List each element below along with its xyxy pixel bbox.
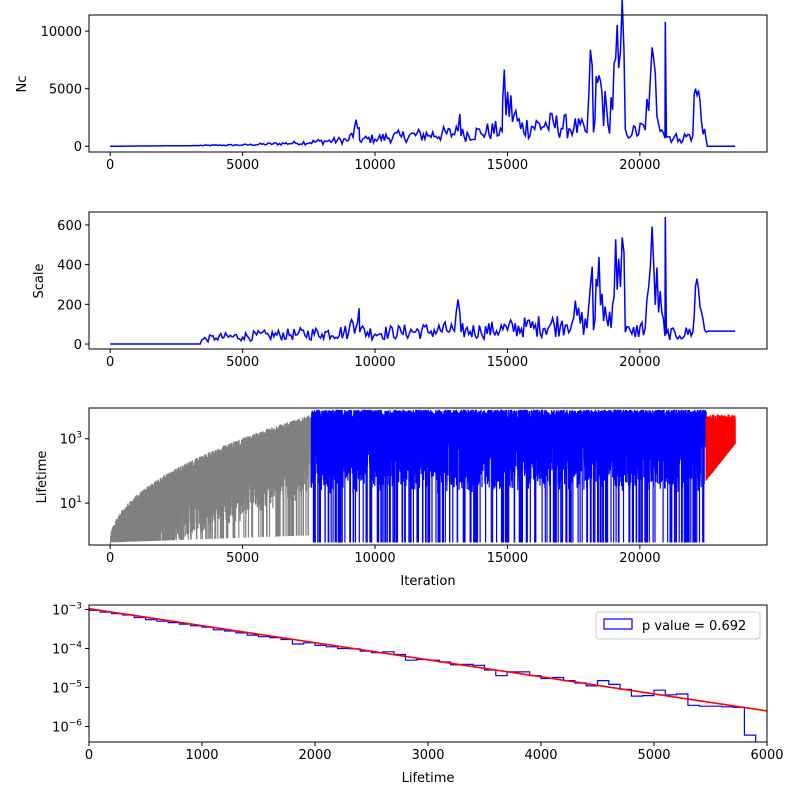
x-tick-label: 6000: [750, 748, 783, 763]
y-tick-label: 5000: [49, 83, 82, 98]
x-tick-label: 15000: [487, 158, 528, 173]
fit-line: [89, 607, 767, 712]
nc-axes-frame: [88, 14, 768, 153]
scale-x-ticks: 0 5000 10000 15000 20000: [106, 349, 661, 370]
x-tick-label: 0: [106, 158, 114, 173]
lifetime-axes-frame: [88, 407, 768, 546]
x-tick-label: 0: [85, 748, 93, 763]
x-tick-label: 5000: [637, 748, 670, 763]
x-tick-label: 4000: [524, 748, 557, 763]
y-tick-label: 200: [57, 298, 82, 313]
series-line: [110, 216, 736, 345]
x-tick-label: 10000: [354, 355, 395, 370]
x-tick-label: 15000: [487, 551, 528, 566]
y-tick-label: 600: [57, 219, 82, 234]
x-tick-label: 2000: [298, 748, 331, 763]
y-tick-label: 101: [60, 495, 82, 512]
lifetime-x-ticks: 0 5000 10000 15000 20000: [106, 545, 661, 566]
lifetime-y-ticks: 101 103: [60, 431, 89, 512]
y-tick-label: 10−3: [52, 601, 82, 618]
lifetime-trace: [310, 409, 707, 543]
panel-nc: 0 5000 10000 15000 20000 0 5000 10000 Nc: [15, 0, 768, 173]
scale-ylabel: Scale: [32, 264, 47, 299]
nc-ylabel: Nc: [15, 76, 30, 93]
histogram-y-ticks: 10−6 10−5 10−4 10−3: [52, 601, 89, 735]
panel-scale: 0 5000 10000 15000 20000 0 200 400 600 Scale: [32, 211, 768, 370]
x-tick-label: 0: [106, 551, 114, 566]
panel-lifetime: 0 5000 10000 15000 20000 101 103 Lifetime Ite…: [35, 407, 768, 589]
y-tick-label: 0: [74, 140, 82, 155]
y-tick-label: 0: [74, 338, 82, 353]
x-tick-label: 15000: [487, 355, 528, 370]
x-tick-label: 20000: [619, 355, 660, 370]
y-tick-label: 400: [57, 259, 82, 274]
histogram-marks: [89, 607, 767, 742]
x-tick-label: 5000: [226, 355, 259, 370]
histogram-xlabel: Lifetime: [402, 771, 455, 786]
x-tick-label: 10000: [354, 158, 395, 173]
legend-label: p value = 0.692: [642, 619, 746, 634]
y-tick-label: 10−6: [52, 718, 82, 735]
y-tick-label: 10000: [41, 25, 82, 40]
x-tick-label: 5000: [226, 551, 259, 566]
histogram-x-ticks: 0 1000 2000 3000 4000 5000 6000: [85, 742, 784, 763]
x-tick-label: 5000: [226, 158, 259, 173]
scale-axes-frame: [88, 211, 768, 350]
x-tick-label: 3000: [411, 748, 444, 763]
x-tick-label: 1000: [185, 748, 218, 763]
lifetime-trace: [109, 415, 313, 545]
nc-y-ticks: 0 5000 10000: [41, 25, 89, 155]
y-tick-label: 103: [60, 431, 82, 448]
scale-line-series: [110, 216, 736, 345]
series-line: [110, 0, 736, 147]
x-tick-label: 0: [106, 355, 114, 370]
lifetime-trace: [705, 414, 736, 481]
panel-histogram: 0 1000 2000 3000 4000 5000 6000 10−610−510−410…: [52, 601, 783, 786]
scale-y-ticks: 0 200 400 600: [57, 219, 89, 353]
nc-x-ticks: 0 5000 10000 15000 20000: [106, 152, 661, 173]
nc-line-series: [110, 0, 736, 147]
x-tick-label: 20000: [619, 158, 660, 173]
lifetime-series: [109, 409, 736, 545]
legend-swatch: [603, 618, 633, 630]
x-tick-label: 10000: [354, 551, 395, 566]
iteration-xlabel: Iteration: [400, 574, 455, 589]
legend: p value = 0.692: [595, 611, 761, 640]
y-tick-label: 10−4: [52, 640, 82, 657]
legend-frame: [595, 611, 761, 640]
x-tick-label: 20000: [619, 551, 660, 566]
y-tick-label: 10−5: [52, 679, 82, 696]
lifetime-ylabel: Lifetime: [35, 451, 50, 504]
